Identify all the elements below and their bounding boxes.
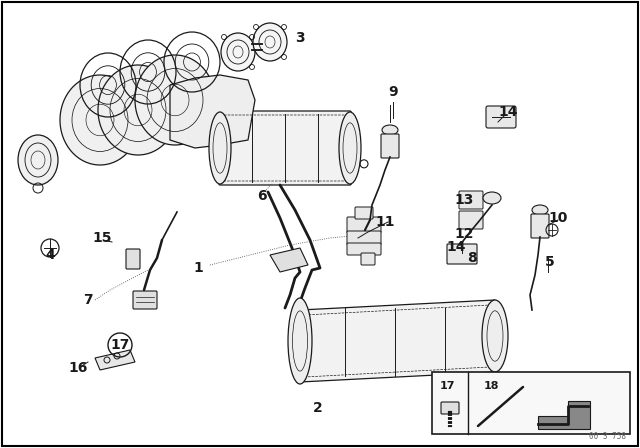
Text: 00 3 758: 00 3 758 [589, 432, 626, 441]
FancyBboxPatch shape [361, 253, 375, 265]
Ellipse shape [382, 125, 398, 135]
FancyBboxPatch shape [133, 291, 157, 309]
Polygon shape [95, 350, 135, 370]
Text: 13: 13 [454, 193, 474, 207]
Text: 11: 11 [375, 215, 395, 229]
Text: 7: 7 [83, 293, 93, 307]
Ellipse shape [288, 298, 312, 384]
Text: 8: 8 [467, 251, 477, 265]
Text: 1: 1 [193, 261, 203, 275]
FancyBboxPatch shape [355, 207, 373, 219]
Text: 3: 3 [295, 31, 305, 45]
FancyBboxPatch shape [441, 402, 459, 414]
FancyBboxPatch shape [531, 214, 549, 238]
FancyBboxPatch shape [381, 134, 399, 158]
Text: 17: 17 [440, 381, 456, 391]
Polygon shape [300, 300, 495, 382]
Polygon shape [270, 248, 308, 272]
Polygon shape [538, 401, 590, 429]
FancyBboxPatch shape [459, 211, 483, 229]
FancyBboxPatch shape [447, 244, 477, 264]
Ellipse shape [253, 23, 287, 61]
Bar [432, 372, 630, 434]
Ellipse shape [98, 65, 178, 155]
Text: 6: 6 [257, 189, 267, 203]
Text: 17: 17 [110, 338, 130, 352]
Ellipse shape [135, 55, 215, 145]
Ellipse shape [209, 112, 231, 184]
Text: 16: 16 [68, 361, 88, 375]
Text: 4: 4 [45, 248, 55, 262]
FancyBboxPatch shape [347, 217, 381, 233]
Ellipse shape [60, 75, 140, 165]
FancyBboxPatch shape [347, 243, 381, 255]
Ellipse shape [532, 205, 548, 215]
FancyBboxPatch shape [219, 111, 351, 185]
Text: 14: 14 [446, 240, 466, 254]
Ellipse shape [18, 135, 58, 185]
Text: 9: 9 [388, 85, 398, 99]
FancyBboxPatch shape [347, 231, 381, 245]
Ellipse shape [482, 300, 508, 372]
Text: 5: 5 [545, 255, 555, 269]
Ellipse shape [483, 192, 501, 204]
Text: 14: 14 [499, 105, 518, 119]
Text: 18: 18 [484, 381, 499, 391]
Text: 12: 12 [454, 227, 474, 241]
Text: 15: 15 [92, 231, 112, 245]
FancyBboxPatch shape [459, 191, 483, 209]
FancyBboxPatch shape [486, 106, 516, 128]
Ellipse shape [339, 112, 361, 184]
FancyBboxPatch shape [126, 249, 140, 269]
Ellipse shape [221, 33, 255, 71]
Text: 2: 2 [313, 401, 323, 415]
Text: 10: 10 [548, 211, 568, 225]
Polygon shape [170, 75, 255, 148]
